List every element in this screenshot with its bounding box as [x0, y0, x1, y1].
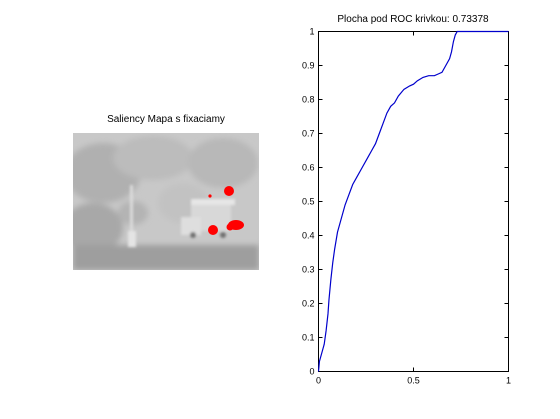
y-tick-label: 0.8 — [302, 95, 315, 105]
y-tick-label: 0.4 — [302, 231, 315, 241]
y-tick-label: 0.7 — [302, 129, 315, 139]
y-tick-label: 0.5 — [302, 197, 315, 207]
y-tick-label: 0 — [309, 367, 314, 377]
x-tick-label: 0.5 — [407, 376, 420, 386]
y-tick-label: 0.2 — [302, 299, 315, 309]
y-tick-label: 0.3 — [302, 265, 315, 275]
y-tick-label: 1 — [309, 27, 314, 37]
y-tick-label: 0.1 — [302, 333, 315, 343]
x-tick-label: 1 — [506, 376, 511, 386]
y-tick-label: 0.9 — [302, 61, 315, 71]
x-tick-label: 0 — [316, 376, 321, 386]
y-tick-label: 0.6 — [302, 163, 315, 173]
